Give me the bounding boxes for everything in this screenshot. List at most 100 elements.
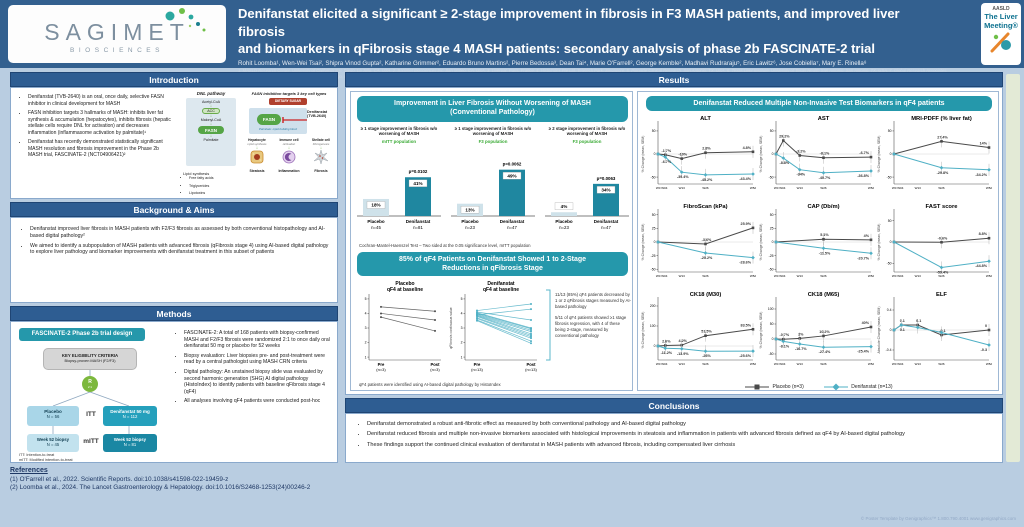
lipid-synthesis-block: Lipid synthesis Free fatty acids Triglyce… xyxy=(183,171,239,199)
dnl-title: DNL pathway xyxy=(196,91,226,96)
svg-text:50: 50 xyxy=(652,213,656,217)
barchart-f3-2stage: ≥ 2 stage improvement in fibrosis w/o wo… xyxy=(541,126,633,245)
svg-text:0: 0 xyxy=(890,152,892,156)
bullet-item: FASN inhibition targets 3 hallmarks of M… xyxy=(28,110,173,136)
aasld-line2: Meeting® xyxy=(984,21,1018,30)
dnl-panel: Acetyl-CoA ↓ ACC ↓ Malonyl-CoA ↓ FASN ↓ … xyxy=(186,98,236,166)
svg-text:50: 50 xyxy=(770,129,774,133)
linechart-mri-pdff: MRI-PDFF (% liver fat) % Change (mean, SE… xyxy=(876,113,994,199)
immune-cell-column: Immune cell Activation ↓ Inflammation xyxy=(273,138,305,173)
svg-text:W13: W13 xyxy=(679,362,686,366)
svg-text:W0 W04: W0 W04 xyxy=(656,186,668,190)
barchart-plot: 4% Placebo n=23 34% Denifanstat n=47 p=0.0063 xyxy=(541,144,633,245)
svg-text:-43.4%: -43.4% xyxy=(739,177,751,181)
svg-text:0: 0 xyxy=(772,240,774,244)
svg-text:W0 W04: W0 W04 xyxy=(892,274,904,278)
bullet-item: Triglycerides xyxy=(189,184,239,189)
biomarker-panel-title: Denifanstat Reduced Multiple Non-Invasiv… xyxy=(646,96,992,111)
authors: Rohit Loomba¹, Wen-Wei Tsai², Shipra Vin… xyxy=(238,59,867,67)
bullet-item: Lipotoxins xyxy=(189,191,239,196)
denifanstat-swatch-icon xyxy=(824,383,849,391)
svg-text:-50: -50 xyxy=(651,175,656,179)
svg-text:W26: W26 xyxy=(938,362,945,366)
drug-name: Denifanstat xyxy=(307,110,328,114)
template-credit: © Poster Template by Genigraphics™ 1.800… xyxy=(860,516,1016,521)
svg-text:25: 25 xyxy=(770,227,774,231)
svg-text:-16.7%: -16.7% xyxy=(795,347,807,351)
svg-text:2: 2 xyxy=(461,341,463,345)
fasn-panel: FASN Palmitate: Lipid building block xyxy=(249,108,307,134)
bullet-item: Denifanstat (TVB-2640) is an oral, once … xyxy=(28,94,173,107)
svg-text:18%: 18% xyxy=(371,203,380,208)
down-arrow-icon: ↓ xyxy=(255,145,259,150)
svg-text:0.1: 0.1 xyxy=(900,328,905,332)
svg-text:-13.9%: -13.9% xyxy=(677,352,689,356)
svg-text:2.8%: 2.8% xyxy=(702,147,711,151)
svg-text:(n=3): (n=3) xyxy=(376,367,386,372)
svg-text:% Change (mean, SEM): % Change (mean, SEM) xyxy=(877,224,881,261)
qf4-panel-title: 85% of qF4 Patients on Denifanstat Showe… xyxy=(357,252,628,276)
svg-text:2.6%: 2.6% xyxy=(662,339,671,343)
svg-text:% Change (mean, SEM): % Change (mean, SEM) xyxy=(641,136,645,173)
svg-text:-3.6%: -3.6% xyxy=(702,238,712,242)
svg-text:100: 100 xyxy=(650,324,656,328)
linechart-ck18-m30: CK18 (M30) % Change (mean, SEM) 0 100 200 W0 … xyxy=(640,289,758,375)
svg-text:W26: W26 xyxy=(820,274,827,278)
bullet-item: We aimed to identify a subpopulation of … xyxy=(30,243,329,257)
trial-flow-connectors xyxy=(52,370,130,434)
svg-text:14%: 14% xyxy=(980,142,988,146)
svg-text:50: 50 xyxy=(770,213,774,217)
svg-text:2: 2 xyxy=(365,341,367,345)
svg-text:100: 100 xyxy=(768,307,774,311)
mitt-label: mITT xyxy=(83,438,99,445)
biomarker-grid: ALT % Change (mean, SEM) -50 0 50 W0 W04 W13 W2… xyxy=(640,113,996,377)
svg-text:W0 W04: W0 W04 xyxy=(892,186,904,190)
sagimet-wordmark: SAGIMET xyxy=(44,19,190,45)
svg-text:13%: 13% xyxy=(465,207,474,212)
section-header-methods: Methods xyxy=(10,306,338,321)
eligibility-box: KEY ELIGIBILITY CRITERIA Biopsy-proven M… xyxy=(43,348,137,370)
references-block: References (1) O'Farrell et al., 2022. S… xyxy=(10,467,510,491)
fibrosis-results-panel: Improvement in Liver Fibrosis Without Wo… xyxy=(350,91,633,391)
cell-columns: Hepatocyte Lipid synthesis ↓ Steatosis I… xyxy=(241,138,337,173)
linechart-ast: AST % Change (mean, SEM) -50 0 50 W0 W04 W13 W2… xyxy=(758,113,876,199)
sagimet-logo: SAGIMET BIOSCIENCES xyxy=(8,5,226,63)
svg-text:(n=3): (n=3) xyxy=(430,367,440,372)
qf4-footnote: qF4 patients were identified using AI-ba… xyxy=(359,382,501,387)
svg-text:MRI-PDFF (% liver fat): MRI-PDFF (% liver fat) xyxy=(911,116,972,122)
svg-text:-8.1%: -8.1% xyxy=(779,344,789,348)
svg-text:4%: 4% xyxy=(864,234,870,238)
qf4-annotations: 11/13 (85%) qF4 patients decreased by 1 … xyxy=(555,292,631,345)
svg-text:200: 200 xyxy=(650,304,656,308)
lipid-items: Free fatty acids Triglycerides Lipotoxins xyxy=(183,176,239,196)
svg-text:Post: Post xyxy=(526,362,536,367)
svg-text:-20.2%: -20.2% xyxy=(701,256,713,260)
barchart-subtitle: ≥ 1 stage improvement in fibrosis w/o wo… xyxy=(454,126,532,137)
svg-text:p=0.0062: p=0.0062 xyxy=(503,162,522,167)
bullet-item: FASCINATE-2: A total of 168 patients wit… xyxy=(184,330,333,350)
bullet-item: Denifanstat reduced fibrosis and multipl… xyxy=(367,431,992,438)
svg-text:W52: W52 xyxy=(750,362,757,366)
svg-text:0: 0 xyxy=(985,324,987,328)
week52-placebo-box: Week 52 biopsy N = 45 xyxy=(27,434,79,452)
svg-text:W0 W04: W0 W04 xyxy=(656,362,668,366)
svg-text:n=47: n=47 xyxy=(507,225,517,230)
svg-text:Pre: Pre xyxy=(378,362,385,367)
svg-text:-44.8%: -44.8% xyxy=(975,264,987,268)
svg-text:25: 25 xyxy=(652,227,656,231)
svg-text:-50: -50 xyxy=(769,352,774,356)
cmh-footnote: Cochran-Mantel-Haenszel Test – Two sided… xyxy=(359,243,531,248)
svg-text:n=45: n=45 xyxy=(371,225,381,230)
svg-text:Absolute Change (mean, SEM): Absolute Change (mean, SEM) xyxy=(877,307,881,354)
svg-text:Denifanstat: Denifanstat xyxy=(500,219,525,224)
svg-text:-0.4: -0.4 xyxy=(886,348,892,352)
svg-text:qFibrosis continuous value: qFibrosis continuous value xyxy=(449,307,453,348)
svg-text:Placebo: Placebo xyxy=(461,219,479,224)
placebo-arm-box: Placebo N = 56 xyxy=(27,406,79,426)
svg-text:AST: AST xyxy=(818,116,830,122)
svg-text:-6.7%: -6.7% xyxy=(859,151,869,155)
svg-text:8.8%: 8.8% xyxy=(979,232,988,236)
svg-text:0: 0 xyxy=(890,328,892,332)
barchart-subtitle: ≥ 2 stage improvement in fibrosis w/o wo… xyxy=(548,126,626,137)
